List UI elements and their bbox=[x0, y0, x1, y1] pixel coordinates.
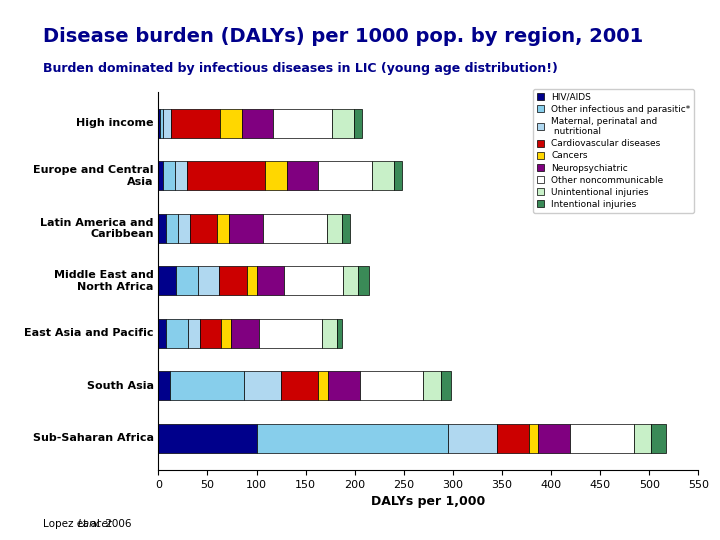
Bar bbox=[163, 109, 171, 138]
Bar bbox=[264, 214, 328, 243]
Bar bbox=[539, 424, 570, 453]
Bar bbox=[258, 319, 323, 348]
Legend: HIV/AIDS, Other infectious and parasitic*, Maternal, perinatal and
 nutritional,: HIV/AIDS, Other infectious and parasitic… bbox=[533, 89, 694, 213]
Bar bbox=[570, 424, 634, 453]
Bar bbox=[274, 109, 332, 138]
Bar bbox=[256, 266, 284, 295]
Bar bbox=[441, 372, 451, 400]
Bar bbox=[220, 109, 242, 138]
Bar bbox=[497, 424, 528, 453]
Bar bbox=[158, 266, 176, 295]
Bar bbox=[337, 319, 342, 348]
Bar bbox=[281, 372, 318, 400]
Bar bbox=[343, 266, 358, 295]
Bar bbox=[176, 266, 198, 295]
Text: Lancet: Lancet bbox=[78, 519, 113, 529]
Bar bbox=[358, 266, 369, 295]
Bar bbox=[158, 161, 163, 190]
Bar bbox=[394, 161, 402, 190]
Bar bbox=[342, 214, 350, 243]
Bar bbox=[332, 109, 354, 138]
Text: Disease burden (DALYs) per 1000 pop. by region, 2001: Disease burden (DALYs) per 1000 pop. by … bbox=[43, 27, 644, 46]
Bar bbox=[448, 424, 497, 453]
Bar bbox=[198, 266, 220, 295]
Bar bbox=[220, 266, 247, 295]
Bar bbox=[161, 109, 163, 138]
Bar bbox=[266, 161, 287, 190]
Bar bbox=[166, 319, 188, 348]
Bar bbox=[318, 161, 372, 190]
Bar bbox=[287, 161, 318, 190]
Bar bbox=[256, 424, 448, 453]
Bar bbox=[171, 109, 220, 138]
Bar bbox=[158, 214, 166, 243]
Text: 2006: 2006 bbox=[102, 519, 131, 529]
Bar bbox=[170, 372, 244, 400]
Bar bbox=[423, 372, 441, 400]
Bar bbox=[242, 109, 274, 138]
Bar bbox=[158, 109, 161, 138]
Bar bbox=[323, 319, 337, 348]
Bar bbox=[360, 372, 423, 400]
Bar bbox=[354, 109, 361, 138]
X-axis label: DALYs per 1,000: DALYs per 1,000 bbox=[372, 495, 485, 508]
Bar bbox=[158, 424, 256, 453]
Bar bbox=[187, 161, 266, 190]
Bar bbox=[188, 319, 199, 348]
Bar bbox=[244, 372, 281, 400]
Bar bbox=[328, 214, 342, 243]
Bar bbox=[372, 161, 394, 190]
Bar bbox=[158, 372, 170, 400]
Text: Lopez et al: Lopez et al bbox=[43, 519, 104, 529]
Bar bbox=[163, 161, 175, 190]
Bar bbox=[175, 161, 187, 190]
Bar bbox=[229, 214, 264, 243]
Bar bbox=[328, 372, 360, 400]
Text: Burden dominated by infectious diseases in LIC (young age distribution!): Burden dominated by infectious diseases … bbox=[43, 62, 558, 75]
Bar bbox=[158, 319, 166, 348]
Bar bbox=[318, 372, 328, 400]
Bar bbox=[247, 266, 256, 295]
Bar bbox=[221, 319, 231, 348]
Bar bbox=[199, 319, 221, 348]
Bar bbox=[284, 266, 343, 295]
Bar bbox=[231, 319, 258, 348]
Bar bbox=[190, 214, 217, 243]
Bar bbox=[634, 424, 652, 453]
Bar bbox=[178, 214, 190, 243]
Bar bbox=[528, 424, 539, 453]
Bar bbox=[166, 214, 178, 243]
Bar bbox=[217, 214, 229, 243]
Bar bbox=[652, 424, 666, 453]
